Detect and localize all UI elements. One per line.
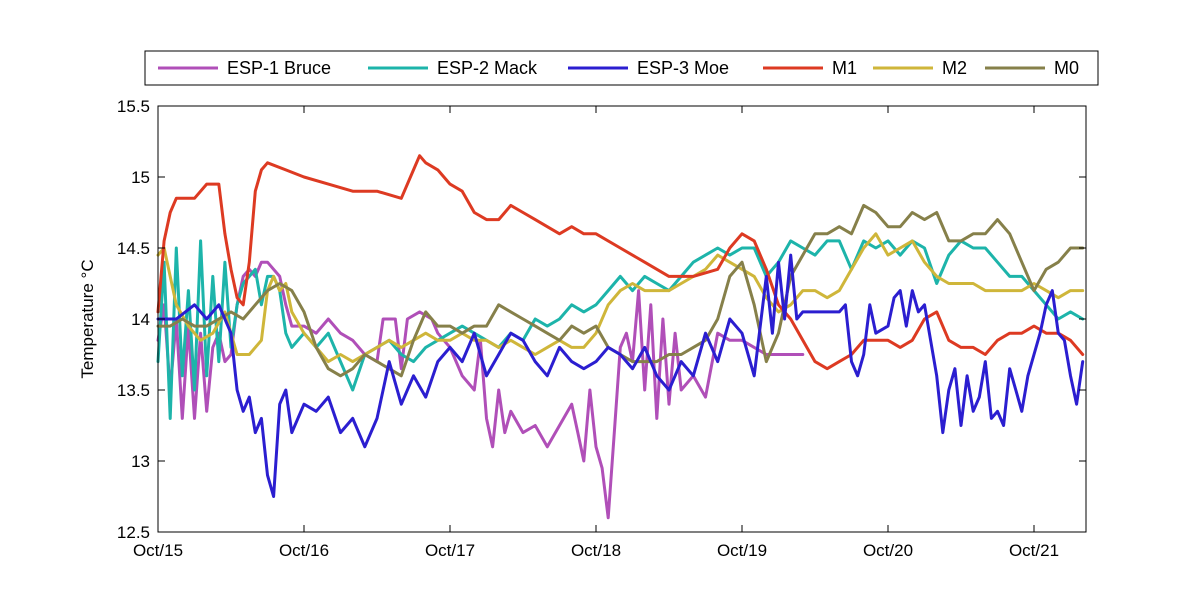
y-tick-label: 13 — [131, 452, 150, 471]
y-tick-label: 14 — [131, 310, 150, 329]
series-line-esp-3-moe — [156, 253, 1085, 498]
series-layer — [156, 154, 1085, 520]
x-tick-label: Oct/18 — [571, 541, 621, 560]
legend-label: M2 — [942, 58, 967, 78]
x-tick-label: Oct/20 — [863, 541, 913, 560]
y-axis-title: Temperature °C — [78, 259, 97, 378]
x-tick-label: Oct/16 — [279, 541, 329, 560]
series-line-m2 — [156, 232, 1085, 364]
legend: ESP-1 Bruce ESP-2 Mack ESP-3 Moe M1 M2 M0 — [144, 50, 1099, 86]
legend-label: ESP-1 Bruce — [227, 58, 331, 78]
x-tick-label: Oct/17 — [425, 541, 475, 560]
ticks-layer: Oct/15 Oct/16 Oct/17 Oct/18 Oct/19 Oct/20 Oct/… — [117, 97, 1086, 560]
x-tick-label: Oct/21 — [1009, 541, 1059, 560]
y-tick-label: 12.5 — [117, 523, 150, 542]
y-tick-label: 14.5 — [117, 239, 150, 258]
legend-label: ESP-2 Mack — [437, 58, 538, 78]
y-tick-label: 15 — [131, 168, 150, 187]
legend-label: M0 — [1054, 58, 1079, 78]
y-tick-label: 15.5 — [117, 97, 150, 116]
legend-label: ESP-3 Moe — [637, 58, 729, 78]
x-tick-label: Oct/19 — [717, 541, 767, 560]
series-line-m1 — [156, 154, 1085, 371]
y-tick-label: 13.5 — [117, 381, 150, 400]
x-tick-label: Oct/15 — [133, 541, 183, 560]
legend-label: M1 — [832, 58, 857, 78]
